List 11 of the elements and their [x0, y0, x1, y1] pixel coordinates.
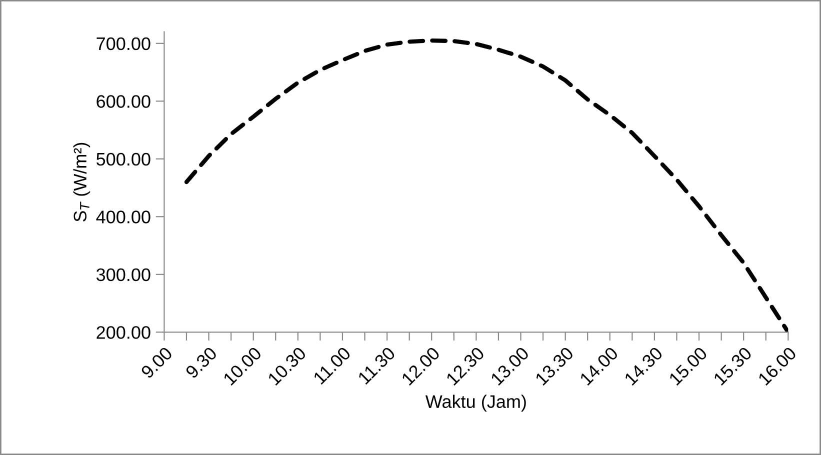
y-tick-label: 300.00	[96, 268, 150, 282]
line-series	[184, 38, 788, 332]
y-tick-label: 600.00	[96, 95, 150, 108]
y-tick-label: 200.00	[96, 326, 150, 339]
x-tick-label: 9.30	[184, 346, 218, 379]
y-axis-title: S$_{T}$ (W/m²)	[73, 142, 90, 222]
x-tick-label: 9.00	[140, 346, 174, 379]
y-tick-label: 500.00	[96, 152, 150, 166]
x-axis-title: Waktu (Jam)	[425, 394, 526, 412]
y-tick-label: 700.00	[96, 37, 150, 50]
y-tick-label: 400.00	[96, 210, 150, 224]
